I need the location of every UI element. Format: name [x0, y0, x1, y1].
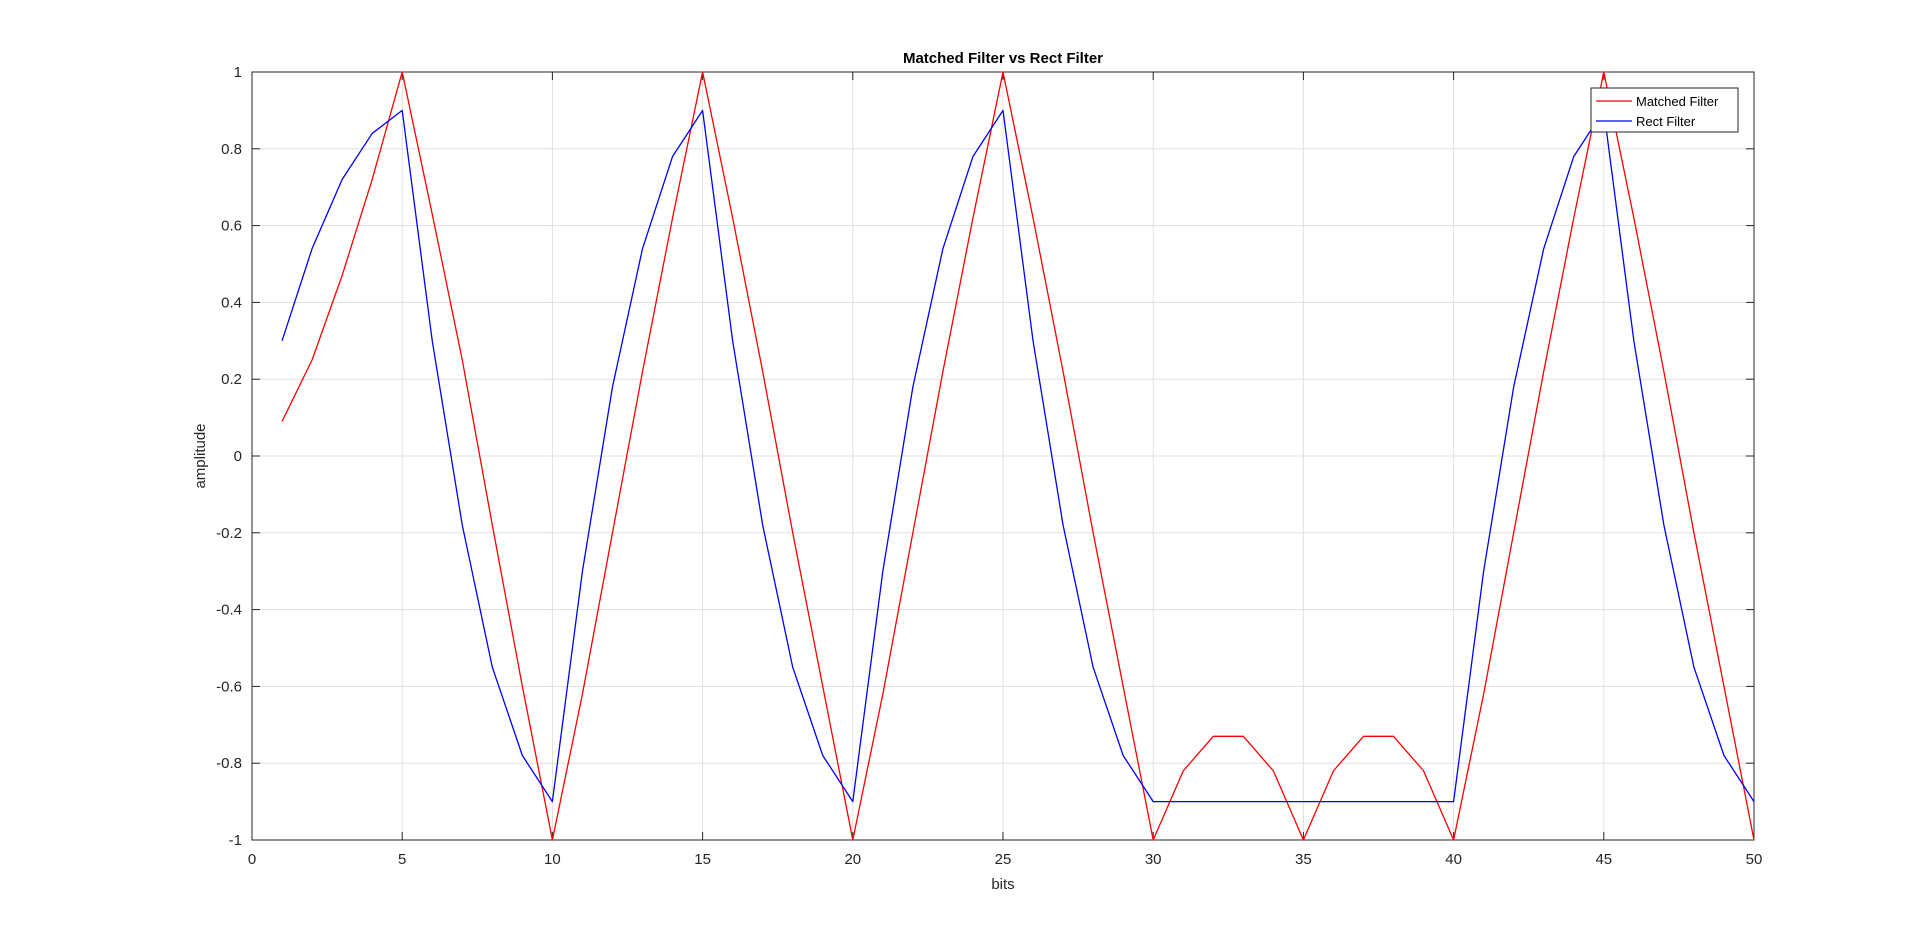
- chart-title: Matched Filter vs Rect Filter: [903, 50, 1103, 67]
- x-tick-label: 20: [844, 851, 861, 868]
- grid: [251, 71, 1755, 841]
- legend-label-rect-filter: Rect Filter: [1636, 114, 1696, 129]
- x-tick-label: 0: [248, 851, 256, 868]
- axis-ticks: 0 5 10 15 20 25 30 35 40 45 50 1 0.8 0.6 0.4 0.2 0 -0.2 -0…: [216, 64, 1762, 868]
- y-tick-label: 1: [234, 64, 242, 81]
- x-tick-label: 45: [1595, 851, 1612, 868]
- y-tick-label: 0.2: [221, 371, 242, 388]
- y-tick-label: 0.4: [221, 294, 242, 311]
- y-tick-label: -0.2: [216, 525, 242, 542]
- y-tick-label: 0.8: [221, 141, 242, 158]
- x-tick-label: 25: [995, 851, 1012, 868]
- legend: Matched Filter Rect Filter: [1590, 87, 1739, 133]
- series-group: [281, 71, 1755, 841]
- series-line-rect-filter: [281, 109, 1755, 803]
- y-tick-label: 0.6: [221, 218, 242, 235]
- y-tick-label: -0.6: [216, 678, 242, 695]
- series-line-matched-filter: [281, 71, 1755, 841]
- x-axis-label: bits: [991, 876, 1014, 893]
- legend-label-matched-filter: Matched Filter: [1636, 94, 1719, 109]
- legend-box: [1590, 87, 1739, 133]
- x-tick-label: 30: [1145, 851, 1162, 868]
- x-tick-label: 40: [1445, 851, 1462, 868]
- x-tick-label: 50: [1746, 851, 1763, 868]
- y-tick-label: 0: [234, 448, 242, 465]
- x-tick-label: 10: [544, 851, 561, 868]
- x-tick-label: 5: [398, 851, 406, 868]
- y-tick-label: -1: [229, 832, 242, 849]
- y-tick-label: -0.8: [216, 755, 242, 772]
- y-axis-label: amplitude: [192, 423, 209, 488]
- x-tick-label: 35: [1295, 851, 1312, 868]
- y-tick-label: -0.4: [216, 602, 242, 619]
- x-tick-label: 15: [694, 851, 711, 868]
